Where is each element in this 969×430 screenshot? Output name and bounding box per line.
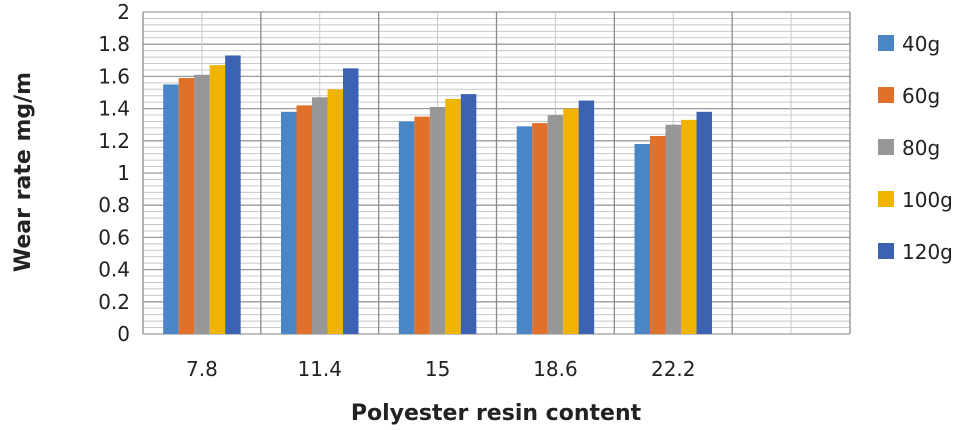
x-tick-label: 11.4 xyxy=(297,357,342,381)
y-tick-label: 1.2 xyxy=(98,129,130,153)
bar-80g-7.8 xyxy=(194,74,210,334)
y-tick-labels: 0 0.2 0.4 0.6 0.8 1 1.2 1.4 1.6 1.8 2 xyxy=(98,0,130,346)
legend-swatch-100g xyxy=(878,191,894,207)
legend-swatch-40g xyxy=(878,35,894,51)
bar-60g-7.8 xyxy=(178,78,195,334)
legend-label: 120g xyxy=(902,240,953,264)
legend-swatch-80g xyxy=(878,139,894,155)
bar-100g-18.6 xyxy=(563,108,579,334)
bar-40g-22.2 xyxy=(634,144,650,334)
bar-120g-22.2 xyxy=(696,111,712,334)
y-tick-label: 1 xyxy=(117,161,130,185)
bar-60g-22.2 xyxy=(650,135,666,334)
y-tick-label: 0.2 xyxy=(98,290,130,314)
bar-120g-18.6 xyxy=(578,100,595,334)
legend-label: 40g xyxy=(902,32,940,56)
bar-60g-11.4 xyxy=(296,105,312,334)
bar-60g-15 xyxy=(414,116,430,335)
y-tick-label: 2 xyxy=(117,0,130,24)
y-tick-label: 1.4 xyxy=(98,97,130,121)
y-tick-label: 0.8 xyxy=(98,193,130,217)
bar-120g-11.4 xyxy=(343,68,359,334)
bar-60g-18.6 xyxy=(532,123,548,334)
x-axis-label: Polyester resin content xyxy=(351,401,642,426)
bar-100g-22.2 xyxy=(681,119,697,335)
x-tick-label: 22.2 xyxy=(651,357,696,381)
bar-100g-15 xyxy=(445,98,461,334)
legend-swatch-60g xyxy=(878,87,894,103)
y-tick-label: 1.6 xyxy=(98,64,130,88)
bars xyxy=(163,55,712,335)
bar-80g-11.4 xyxy=(312,97,328,334)
bar-120g-15 xyxy=(460,94,477,334)
y-tick-label: 1.8 xyxy=(98,32,130,56)
bar-40g-18.6 xyxy=(516,126,533,334)
bar-80g-22.2 xyxy=(665,124,681,334)
x-tick-labels: 7.8 11.4 15 18.6 22.2 xyxy=(186,357,696,381)
y-tick-label: 0.4 xyxy=(98,258,130,282)
legend-label: 60g xyxy=(902,84,940,108)
y-axis-label: Wear rate mg/m xyxy=(11,72,36,272)
bar-120g-7.8 xyxy=(225,55,241,334)
bar-40g-7.8 xyxy=(163,84,179,334)
bar-80g-15 xyxy=(429,106,446,335)
y-tick-label: 0.6 xyxy=(98,225,130,249)
legend: 40g 60g 80g 100g 120g xyxy=(878,32,953,264)
legend-swatch-120g xyxy=(878,243,894,259)
legend-label: 100g xyxy=(902,188,953,212)
bar-100g-11.4 xyxy=(327,89,343,334)
legend-label: 80g xyxy=(902,136,940,160)
grid xyxy=(142,11,851,335)
x-tick-label: 18.6 xyxy=(533,357,578,381)
x-tick-label: 7.8 xyxy=(186,357,218,381)
bar-100g-7.8 xyxy=(209,65,226,334)
y-tick-label: 0 xyxy=(117,322,130,346)
bar-80g-18.6 xyxy=(547,115,564,334)
bar-40g-15 xyxy=(398,121,415,334)
x-tick-label: 15 xyxy=(425,357,450,381)
bar-40g-11.4 xyxy=(281,111,297,334)
